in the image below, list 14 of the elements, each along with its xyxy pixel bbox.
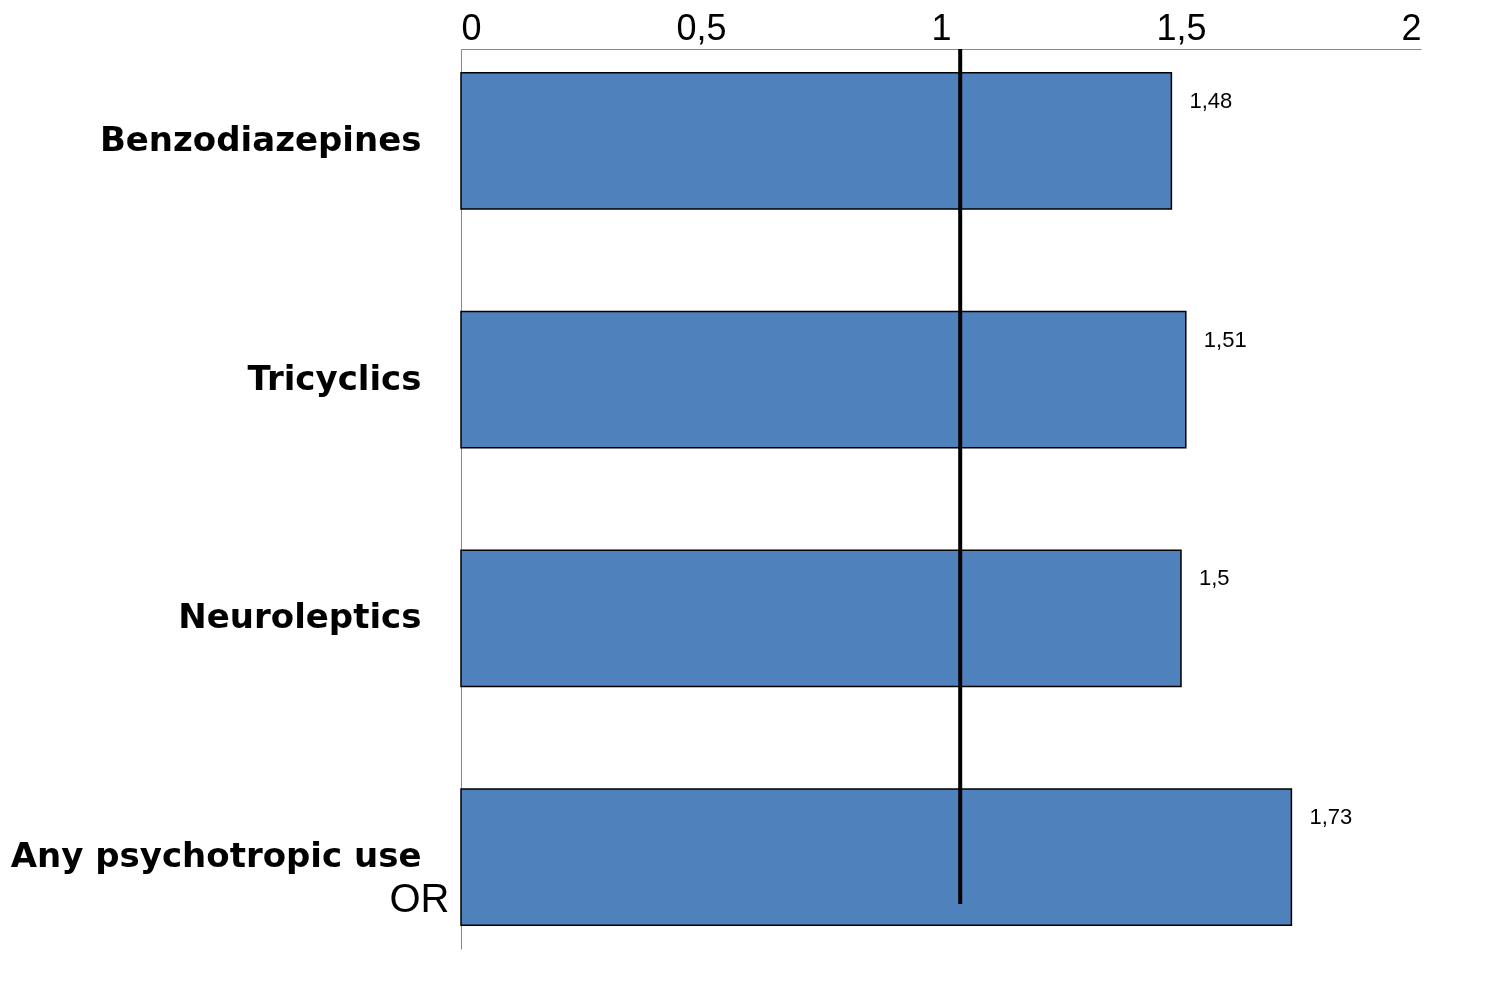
data-label: 1,73 xyxy=(1309,804,1353,830)
y-tick-label: Any psychotropic use xyxy=(10,835,422,876)
y-tick-label: Tricyclics xyxy=(247,357,422,398)
x-tick-label: 1 xyxy=(931,6,952,48)
data-label: 1,51 xyxy=(1203,326,1247,352)
data-label: 1,5 xyxy=(1199,565,1230,591)
data-label: 1,48 xyxy=(1189,87,1233,113)
x-axis-title: OR xyxy=(389,875,450,920)
x-tick-label: 2 xyxy=(1401,6,1422,48)
y-tick-label: Benzodiazepines xyxy=(99,118,422,159)
x-tick-label: 0,5 xyxy=(676,6,727,48)
y-tick-label: Neuroleptics xyxy=(178,596,422,637)
x-tick-label: 1,5 xyxy=(1156,6,1207,48)
x-tick-label: 0 xyxy=(461,6,482,48)
